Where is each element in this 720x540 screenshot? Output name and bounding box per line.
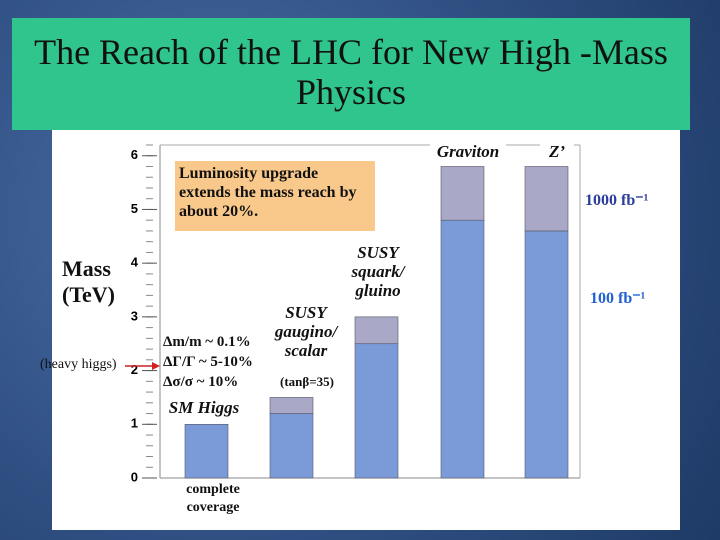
arrow-head	[152, 362, 160, 370]
bar-segment	[524, 166, 569, 232]
precision-line: Δm/m ~ 0.1%	[163, 334, 251, 350]
legend-entry: 1000 fb⁻¹	[585, 190, 649, 210]
y-tick-label: 1	[131, 416, 138, 431]
bar-segment	[184, 423, 229, 479]
tanbeta-note: (tanβ=35)	[270, 374, 344, 390]
callout: Luminosity upgrade extends the mass reac…	[175, 161, 375, 231]
bar-segment	[269, 413, 314, 479]
precision-line: Δσ/σ ~ 10%	[163, 374, 239, 390]
legend-entry: 100 fb⁻¹	[590, 288, 646, 308]
y-tick-label: 5	[131, 201, 138, 216]
category-label: SUSY squark/ gluino	[346, 243, 410, 300]
coverage-note: complete coverage	[186, 482, 240, 515]
y-tick-label: 2	[131, 362, 138, 377]
category-label: Graviton	[430, 142, 506, 161]
bar-segment	[440, 219, 485, 479]
y-tick-label: 6	[131, 147, 138, 162]
category-label: Z’	[540, 142, 574, 161]
precision-line: ΔΓ/Γ ~ 5-10%	[163, 354, 253, 370]
slide-title: The Reach of the LHC for New High -Mass …	[12, 18, 690, 130]
y-tick-label: 4	[131, 255, 139, 270]
category-label: SM Higgs	[162, 398, 246, 417]
category-label: SUSY gaugino/ scalar	[268, 303, 344, 360]
bar-segment	[354, 343, 399, 479]
bar-segment	[354, 316, 399, 345]
higgs-precision: Δm/m ~ 0.1% ΔΓ/Γ ~ 5-10% Δσ/σ ~ 10%	[163, 332, 253, 392]
bar-segment	[440, 166, 485, 221]
y-tick-label: 3	[131, 308, 138, 323]
bar-segment	[524, 230, 569, 479]
y-axis-label: Mass (TeV)	[62, 256, 115, 307]
bar-segment	[269, 397, 314, 414]
y-tick-label: 0	[131, 469, 138, 484]
heavy-higgs-note: (heavy higgs)	[40, 357, 117, 372]
